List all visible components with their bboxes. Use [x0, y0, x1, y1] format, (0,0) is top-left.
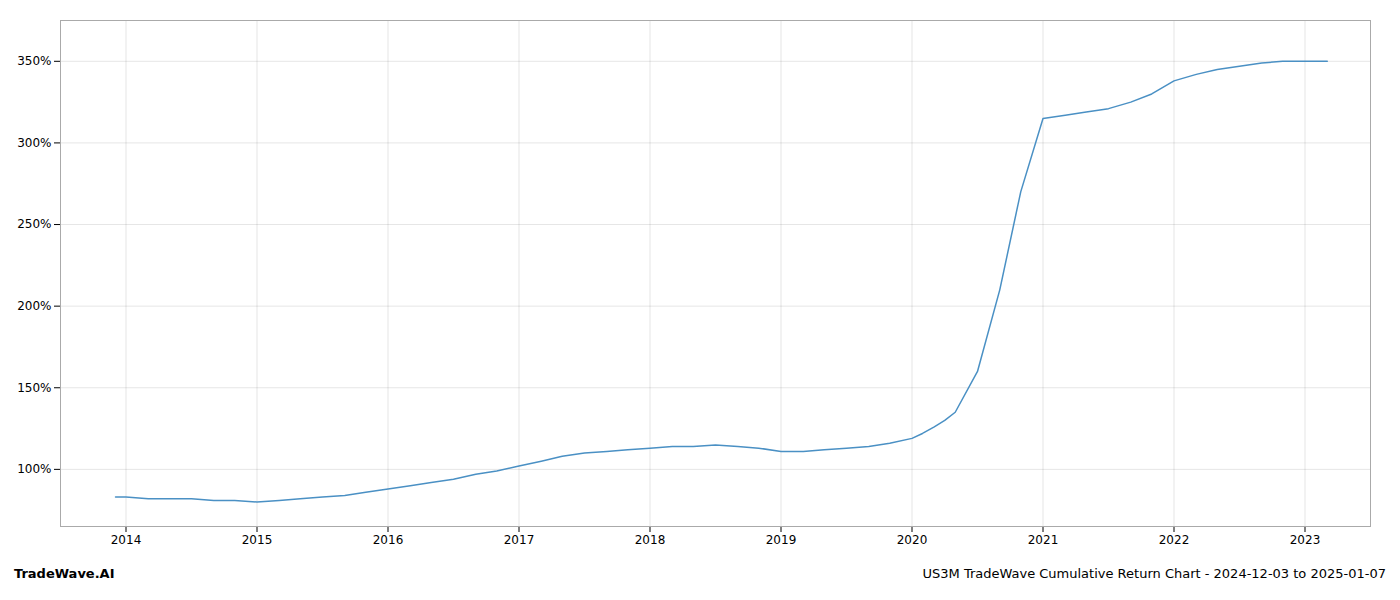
svg-text:350%: 350%: [17, 54, 51, 68]
svg-text:300%: 300%: [17, 136, 51, 150]
svg-text:100%: 100%: [17, 462, 51, 476]
svg-text:2021: 2021: [1028, 533, 1059, 547]
svg-text:2022: 2022: [1159, 533, 1190, 547]
svg-text:2019: 2019: [766, 533, 797, 547]
svg-text:2017: 2017: [504, 533, 535, 547]
svg-text:2016: 2016: [373, 533, 404, 547]
svg-text:2018: 2018: [635, 533, 666, 547]
svg-text:2020: 2020: [897, 533, 928, 547]
svg-text:250%: 250%: [17, 217, 51, 231]
svg-text:2015: 2015: [242, 533, 273, 547]
html-text:US3M TradeWave Cumulative Retu: US3M TradeWave Cumulative Return Chart -…: [922, 566, 1386, 581]
html-text:TradeWave.AI: TradeWave.AI: [14, 566, 115, 581]
svg-text:2014: 2014: [111, 533, 142, 547]
svg-text:2023: 2023: [1290, 533, 1321, 547]
svg-text:200%: 200%: [17, 299, 51, 313]
svg-text:150%: 150%: [17, 381, 51, 395]
